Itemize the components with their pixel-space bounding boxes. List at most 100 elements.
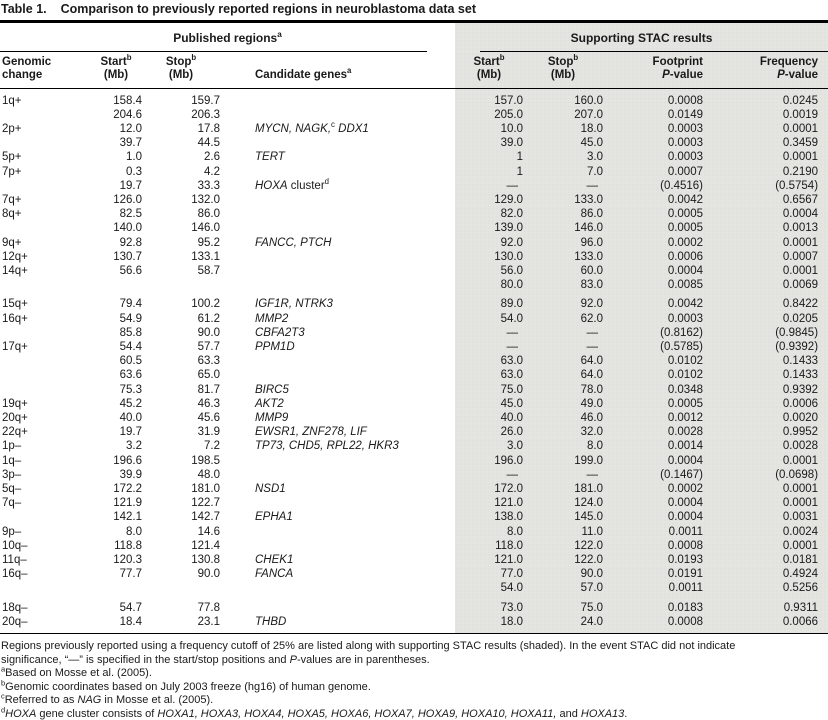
table-row: 9p– 8.0 14.6 8.0 11.0 0.0011 0.0024 — [0, 524, 828, 539]
cell-stac-stop: — — [523, 339, 603, 355]
cell-published-start: 45.2 — [119, 397, 142, 410]
cell-stac-start: — — [455, 339, 523, 355]
cell-footprint-pvalue: 0.0085 — [603, 278, 703, 293]
cell-candidate-genes: THBD — [220, 614, 455, 635]
cell-footprint-pvalue: 0.0005 — [603, 207, 703, 222]
cell-genomic-change: 16q– — [2, 568, 28, 581]
cell-published-start: 19.7 — [119, 179, 142, 192]
table-row: 10q– 118.8 121.4 118.0 122.0 0.0008 0.0001 — [0, 538, 828, 553]
cell-stac-stop: 46.0 — [523, 410, 603, 426]
col-header-stac-stop: Stopb (Mb) — [523, 51, 603, 89]
cell-stac-start: 8.0 — [455, 524, 523, 539]
footnote-line-4: bGenomic coordinates based on July 2003 … — [1, 679, 826, 695]
cell-stac-start: 157.0 — [455, 88, 523, 108]
table-row: 39.7 44.5 39.0 45.0 0.0003 0.3459 — [0, 136, 828, 151]
cell-frequency-pvalue: 0.0019 — [703, 107, 828, 122]
cell-candidate-genes — [220, 596, 455, 615]
cell-genomic-change: 12q+ — [2, 250, 28, 263]
cell-candidate-genes: PPM1D — [220, 340, 455, 354]
cell-candidate-genes — [220, 165, 455, 179]
table-row: 140.0 146.0 139.0 146.0 0.0005 0.0013 — [0, 221, 828, 236]
cell-footprint-pvalue: 0.0004 — [603, 510, 703, 525]
cell-published-start: 12.0 — [119, 122, 142, 135]
text-segment: -value — [669, 69, 703, 81]
cell-footprint-pvalue: 0.0008 — [603, 614, 703, 635]
cell-stac-stop: 62.0 — [523, 311, 603, 326]
cell-stac-start: — — [455, 178, 523, 193]
cell-published-start: 8.0 — [126, 525, 142, 538]
published-regions-label: Published regionsa — [0, 23, 455, 51]
text-segment: THBD — [255, 615, 287, 628]
cell-stac-stop: 83.0 — [523, 278, 603, 293]
cell-genomic-change: 7q+ — [2, 193, 22, 206]
cell-genomic-change: 19q+ — [2, 397, 28, 410]
cell-published-start: 19.7 — [119, 426, 142, 439]
cell-footprint-pvalue: 0.0348 — [603, 382, 703, 397]
cell-frequency-pvalue: 0.0001 — [703, 481, 828, 497]
col-header-line: Frequency — [759, 55, 819, 68]
cell-stac-start: 121.0 — [455, 496, 523, 511]
cell-footprint-pvalue: 0.0102 — [603, 354, 703, 369]
cell-stac-start: 3.0 — [455, 439, 523, 454]
cell-stac-stop: 86.0 — [523, 207, 603, 222]
cell-published-stop: 31.9 — [197, 426, 220, 439]
cell-stac-stop: 146.0 — [523, 221, 603, 236]
cell-stac-start: 172.0 — [455, 481, 523, 497]
cell-stac-start: 118.0 — [455, 538, 523, 553]
cell-genomic-change — [0, 510, 90, 524]
text-segment: -values are in parentheses. — [296, 653, 430, 666]
cell-footprint-pvalue: 0.0005 — [603, 221, 703, 236]
table-row: 5q– 172.2 181.0 NSD1 172.0 181.0 0.0002 0.0001 — [0, 481, 828, 497]
cell-stac-start: 92.0 — [455, 235, 523, 250]
cell-footprint-pvalue: 0.0012 — [603, 410, 703, 426]
cell-genomic-change: 15q+ — [2, 298, 28, 311]
text-segment: Start — [100, 55, 127, 68]
cell-footprint-pvalue: 0.0003 — [603, 311, 703, 326]
cell-published-stop: 14.6 — [197, 525, 220, 538]
text-segment: HOXA1, HOXA3, HOXA4, HOXA5, HOXA6, HOXA7… — [157, 707, 557, 720]
cell-stac-stop: 145.0 — [523, 510, 603, 525]
cell-published-stop: 77.8 — [197, 601, 220, 614]
cell-footprint-pvalue: 0.0003 — [603, 136, 703, 151]
cell-frequency-pvalue: 0.0001 — [703, 496, 828, 511]
stac-results-group: Supporting STAC results — [455, 22, 828, 52]
col-header-line: Stopb — [142, 53, 220, 70]
cell-footprint-pvalue: 0.0005 — [603, 396, 703, 411]
cell-stac-stop: 45.0 — [523, 136, 603, 151]
cell-published-stop: 46.3 — [197, 397, 220, 410]
cell-published-start: 120.3 — [113, 554, 142, 566]
cell-stac-stop: 3.0 — [523, 150, 603, 165]
cell-stac-start: 1 — [455, 150, 523, 165]
cell-published-stop: 81.7 — [197, 383, 220, 396]
cell-stac-stop: 92.0 — [523, 292, 603, 312]
comparison-table: Published regionsa Supporting STAC resul… — [0, 22, 828, 635]
cell-published-start — [90, 278, 142, 292]
cell-stac-start: 77.0 — [455, 567, 523, 582]
text-segment: MYCN, NAGK, — [255, 122, 332, 135]
cell-stac-stop: — — [523, 325, 603, 340]
table-row: 204.6 206.3 205.0 207.0 0.0149 0.0019 — [0, 107, 828, 122]
cell-stac-stop: 199.0 — [523, 453, 603, 468]
cell-stac-start: 56.0 — [455, 263, 523, 279]
cell-candidate-genes: EPHA1 — [220, 510, 455, 524]
text-segment: cluster — [287, 179, 325, 192]
cell-frequency-pvalue: 0.0205 — [703, 311, 828, 326]
cell-stac-start: 18.0 — [455, 614, 523, 635]
cell-frequency-pvalue: 0.5256 — [703, 581, 828, 596]
cell-candidate-genes: NSD1 — [220, 482, 455, 496]
text-segment: Referred to as — [4, 694, 78, 707]
cell-published-start: 0.3 — [126, 165, 142, 178]
title-rule — [0, 20, 828, 23]
cell-footprint-pvalue: 0.0191 — [603, 567, 703, 582]
cell-frequency-pvalue: 0.0006 — [703, 396, 828, 411]
table-caption: Comparison to previously reported region… — [60, 2, 476, 16]
cell-published-start: 204.6 — [113, 108, 142, 121]
col-header-line: Startb — [90, 53, 142, 70]
cell-frequency-pvalue: 0.4924 — [703, 567, 828, 582]
cell-footprint-pvalue: 0.0193 — [603, 553, 703, 568]
table-row: 1q– 196.6 198.5 196.0 199.0 0.0004 0.0001 — [0, 453, 828, 468]
cell-published-stop: 58.7 — [197, 264, 220, 277]
cell-stac-stop: 181.0 — [523, 481, 603, 497]
text-segment: P — [662, 69, 670, 81]
